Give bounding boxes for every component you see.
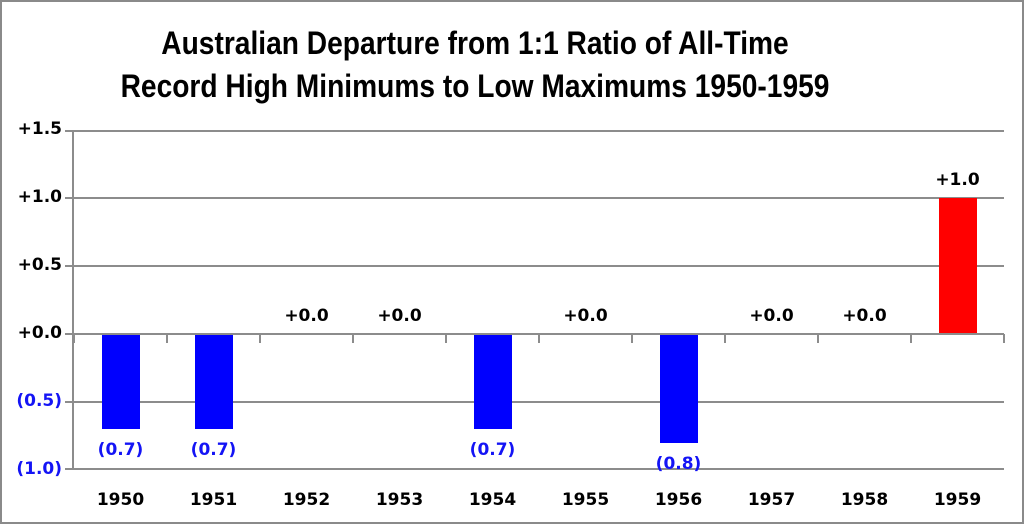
x-tick-label-1953: 1953 bbox=[375, 490, 424, 510]
chart-title-line2: Record High Minimums to Low Maximums 195… bbox=[120, 68, 830, 104]
x-axis-tick bbox=[166, 334, 168, 343]
x-tick-label-1952: 1952 bbox=[282, 490, 331, 510]
bar-value-label-1959: +1.0 bbox=[935, 170, 980, 190]
y-axis-tick bbox=[65, 130, 73, 132]
chart-title: Australian Departure from 1:1 Ratio of A… bbox=[69, 22, 880, 108]
bar-value-label-1958: +0.0 bbox=[842, 306, 887, 326]
x-tick-label-1957: 1957 bbox=[747, 490, 796, 510]
x-axis-tick bbox=[910, 334, 912, 343]
y-tick-label: +1.5 bbox=[17, 119, 62, 139]
bar-value-label-1957: +0.0 bbox=[749, 306, 794, 326]
bar-1950 bbox=[101, 334, 140, 430]
x-axis-tick bbox=[352, 334, 354, 343]
bar-value-label-1955: +0.0 bbox=[563, 306, 608, 326]
bar-value-label-1953: +0.0 bbox=[377, 306, 422, 326]
y-tick-label: (1.0) bbox=[16, 459, 62, 479]
x-tick-label-1955: 1955 bbox=[561, 490, 610, 510]
y-tick-label: (0.5) bbox=[16, 391, 62, 411]
x-axis-tick bbox=[724, 334, 726, 343]
gridline bbox=[74, 401, 1004, 403]
bar-value-label-1952: +0.0 bbox=[284, 306, 329, 326]
x-axis-tick bbox=[631, 334, 633, 343]
x-tick-label-1954: 1954 bbox=[468, 490, 517, 510]
bar-value-label-1956: (0.8) bbox=[655, 453, 702, 474]
y-tick-label: +1.0 bbox=[17, 187, 62, 207]
bar-1959 bbox=[938, 198, 977, 334]
bar-value-label-1951: (0.7) bbox=[190, 440, 237, 461]
x-axis-tick bbox=[1003, 334, 1005, 343]
y-axis-tick bbox=[65, 265, 73, 267]
bar-1951 bbox=[194, 334, 233, 430]
x-tick-label-1956: 1956 bbox=[654, 490, 703, 510]
y-axis-tick bbox=[65, 333, 73, 335]
y-axis-tick bbox=[65, 401, 73, 403]
bar-value-label-1950: (0.7) bbox=[97, 440, 144, 461]
bar-1954 bbox=[473, 334, 512, 430]
y-axis-line bbox=[72, 130, 74, 470]
chart-title-line1: Australian Departure from 1:1 Ratio of A… bbox=[161, 25, 789, 61]
x-axis-tick bbox=[538, 334, 540, 343]
gridline bbox=[74, 130, 1004, 132]
x-tick-label-1950: 1950 bbox=[96, 490, 145, 510]
gridline bbox=[74, 197, 1004, 199]
x-axis-tick bbox=[817, 334, 819, 343]
y-tick-label: +0.0 bbox=[17, 323, 62, 343]
y-axis-tick bbox=[65, 197, 73, 199]
bar-value-label-1954: (0.7) bbox=[469, 440, 516, 461]
x-tick-label-1951: 1951 bbox=[189, 490, 238, 510]
gridline bbox=[74, 265, 1004, 267]
x-axis-zero-line bbox=[74, 333, 1004, 335]
y-axis-tick bbox=[65, 468, 73, 470]
x-axis-tick bbox=[73, 334, 75, 343]
x-axis-tick bbox=[259, 334, 261, 343]
gridline bbox=[74, 468, 1004, 470]
y-tick-label: +0.5 bbox=[17, 255, 62, 275]
x-tick-label-1958: 1958 bbox=[840, 490, 889, 510]
x-tick-label-1959: 1959 bbox=[933, 490, 982, 510]
plot-area: (0.7) 1950 (0.7) 1951 +0.0 1952 +0.0 1953 (0.7) 1… bbox=[65, 130, 1005, 510]
bar-1956 bbox=[659, 334, 698, 443]
x-axis-tick bbox=[445, 334, 447, 343]
